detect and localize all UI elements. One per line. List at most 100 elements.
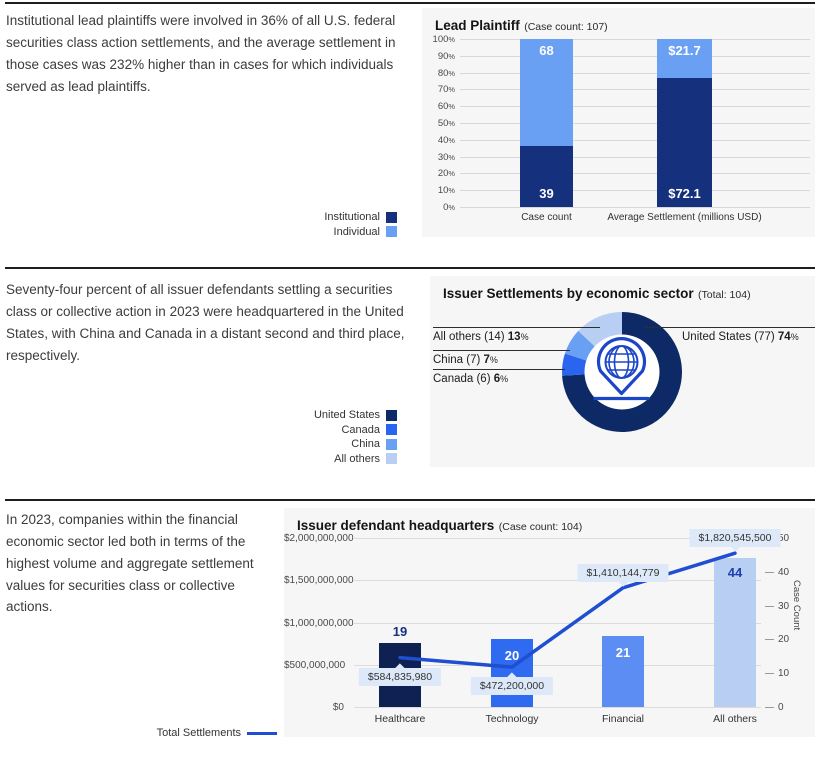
left-axis-tick: $0 xyxy=(332,702,344,713)
legend-swatch-line xyxy=(247,731,277,735)
gridline xyxy=(460,72,810,74)
legend-label: All others xyxy=(334,452,380,465)
donut-hole xyxy=(584,334,660,410)
line-value-label: $472,200,000 xyxy=(470,672,554,696)
bar-count-label: 20 xyxy=(504,648,520,664)
legend-swatch-square xyxy=(386,226,397,238)
bar-segment-institutional xyxy=(520,145,573,207)
section-divider xyxy=(5,267,815,269)
legend-swatch-square xyxy=(386,424,397,436)
globe-location-pin-icon xyxy=(593,337,650,401)
left-axis-tick: $1,000,000,000 xyxy=(284,617,354,629)
section-2-text: Seventy-four percent of all issuer defen… xyxy=(6,282,405,363)
y-axis-tick: 80% xyxy=(437,67,455,79)
y-axis-tick: 20% xyxy=(437,168,455,180)
legend-item: Canada xyxy=(314,423,397,438)
line-value-label-pointer xyxy=(729,540,741,552)
stacked-bar-plot: 0% 10% 20% 30% 40% 50% 60% 70% 80% 90% 100% 68 39 Cas… xyxy=(422,8,815,237)
legend-item: Institutional xyxy=(324,210,397,225)
gridline xyxy=(354,707,761,708)
issuer-headquarters-chart-panel: Issuer defendant headquarters (Case coun… xyxy=(284,508,815,737)
y-axis-tick: 60% xyxy=(437,101,455,113)
right-axis-tick-mark xyxy=(765,605,774,607)
chart-title-block: Issuer Settlements by economic sector (T… xyxy=(443,285,751,303)
chart-subtitle: (Case count: 104) xyxy=(498,521,583,533)
slice-callout-label: Canada (6) 6% xyxy=(433,373,509,385)
bar-value-label: 68 xyxy=(539,43,554,58)
gridline xyxy=(460,173,810,175)
leader-line-china xyxy=(433,350,570,351)
y-axis-tick: 90% xyxy=(437,50,455,62)
gridline xyxy=(460,207,810,208)
legend-item: China xyxy=(314,437,397,452)
right-axis-tick: 20 xyxy=(778,634,790,646)
leader-line-united-states xyxy=(645,327,815,328)
chart-title: Issuer Settlements by economic sector xyxy=(443,286,694,301)
right-axis-tick: 0 xyxy=(778,702,784,713)
right-axis-tick: 40 xyxy=(778,566,790,578)
legend-swatch-square xyxy=(386,211,397,223)
legend-label: Canada xyxy=(341,423,380,436)
leader-line-all-others xyxy=(433,327,600,328)
gridline xyxy=(460,190,810,192)
gridline xyxy=(460,139,810,141)
chart-title-block: Lead Plaintiff (Case count: 107) xyxy=(435,17,608,35)
gridline xyxy=(460,106,810,108)
chart-title: Issuer defendant headquarters xyxy=(297,518,495,533)
legend-label: Total Settlements xyxy=(156,727,241,740)
y-axis-tick: 70% xyxy=(437,84,455,96)
left-axis-tick: $1,500,000,000 xyxy=(284,575,354,587)
x-axis-category-label: Average Settlement (millions USD) xyxy=(607,212,762,223)
bar-count-label: 19 xyxy=(392,623,408,639)
bar-value-label: $21.7 xyxy=(668,43,701,58)
chart-title-block: Issuer defendant headquarters (Case coun… xyxy=(297,517,582,535)
combo-plot: $0 $500,000,000 $1,000,000,000 $1,500,000,0… xyxy=(284,508,815,737)
legend-label: Institutional xyxy=(324,211,380,224)
gridline xyxy=(460,123,810,124)
legend-swatch-square xyxy=(386,409,397,421)
line-value-label: $1,820,545,500 xyxy=(689,529,781,552)
total-settlements-legend: Total Settlements xyxy=(157,726,277,741)
legend-swatch-square xyxy=(386,453,397,465)
right-axis-tick: 30 xyxy=(778,600,790,612)
legend-swatch-square xyxy=(386,438,397,450)
line-value-label-pointer xyxy=(617,575,629,587)
left-axis-tick: $500,000,000 xyxy=(284,659,346,671)
right-axis-tick: 50 xyxy=(778,533,790,544)
y-axis-tick: 100% xyxy=(432,34,455,45)
y-axis-tick: 10% xyxy=(437,185,455,197)
gridline xyxy=(354,538,761,539)
y-axis-tick: 30% xyxy=(437,151,455,163)
lead-plaintiff-legend: Institutional Individual xyxy=(324,210,397,239)
x-axis-category-label: Case count xyxy=(521,212,572,223)
slice-callout-label: United States (77) 74% xyxy=(682,331,799,343)
section-divider xyxy=(5,2,815,4)
bar-segment-institutional xyxy=(657,77,712,207)
y-axis-tick: 0% xyxy=(443,202,455,213)
y-axis-tick: 50% xyxy=(437,118,455,129)
legend-label: United States xyxy=(313,409,380,422)
line-series-path xyxy=(398,551,737,669)
donut-chart xyxy=(562,312,682,432)
gridline xyxy=(460,55,810,57)
leader-line-canada xyxy=(433,369,565,370)
right-axis-tick-mark xyxy=(765,707,774,708)
x-axis-category-label: All others xyxy=(713,713,757,725)
left-axis-tick: $2,000,000,000 xyxy=(284,533,354,544)
right-axis-tick-mark xyxy=(765,673,774,675)
donut-slice-united-states xyxy=(562,312,682,432)
chart-title: Lead Plaintiff xyxy=(435,18,520,33)
legend-item: Total Settlements xyxy=(157,726,277,741)
chart-subtitle: (Case count: 107) xyxy=(524,21,608,33)
legend-label: China xyxy=(351,438,380,451)
chart-subtitle: (Total: 104) xyxy=(698,289,751,301)
line-value-label: $584,835,980 xyxy=(358,662,442,686)
donut-slice-china xyxy=(564,330,596,361)
donut-slice-canada xyxy=(562,353,587,376)
section-3-text: In 2023, companies within the financial … xyxy=(6,512,254,615)
gridline xyxy=(460,156,810,158)
section-divider xyxy=(5,499,815,501)
donut-plot: United States (77) 74% All others (14) 13… xyxy=(430,276,815,467)
case-count-bar-all-others xyxy=(714,558,756,707)
